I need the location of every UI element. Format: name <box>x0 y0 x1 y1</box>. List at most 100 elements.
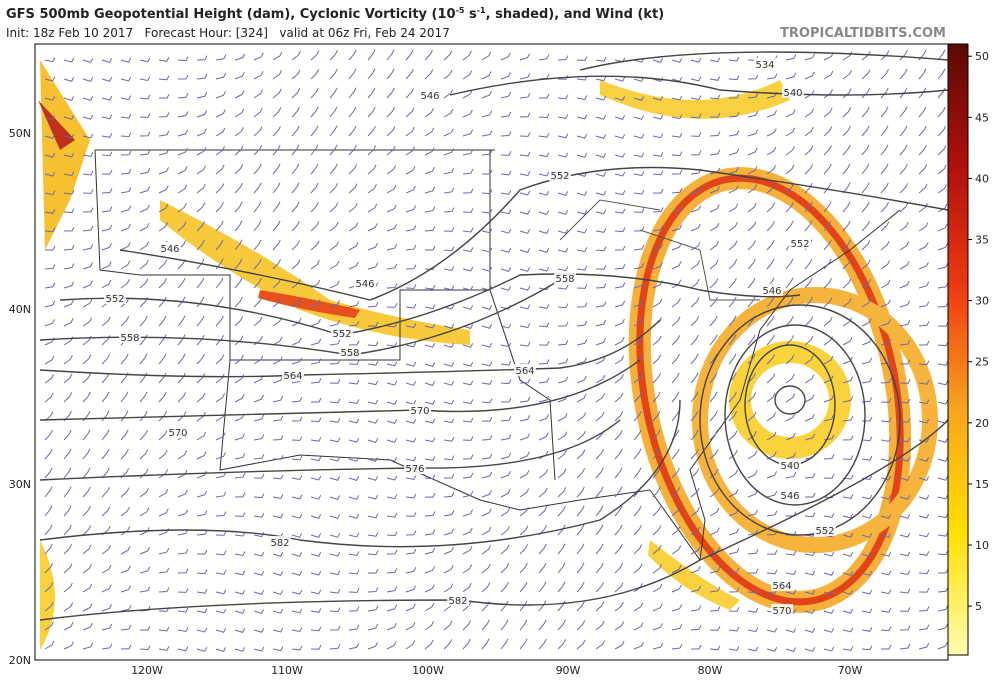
wind-barb <box>557 600 566 612</box>
wind-barb <box>595 486 604 498</box>
wind-barb <box>842 201 851 213</box>
wind-barb <box>804 647 816 652</box>
wind-barb <box>367 476 379 481</box>
wind-barb <box>500 111 512 118</box>
wind-barb <box>386 263 398 270</box>
wind-barb <box>747 296 756 308</box>
wind-barb <box>709 57 721 63</box>
wind-barb <box>690 546 701 555</box>
wind-barb <box>272 144 281 156</box>
wind-barb <box>386 243 398 251</box>
wind-barb <box>918 144 927 156</box>
contour-label-bg <box>419 89 441 101</box>
wind-barb <box>139 278 149 289</box>
wind-barb <box>937 605 948 612</box>
wind-barb <box>462 129 474 137</box>
wind-barb <box>462 399 474 405</box>
wind-barb <box>63 77 75 82</box>
wind-barb <box>367 360 379 366</box>
wind-barb <box>918 418 930 424</box>
wind-barb <box>690 448 699 460</box>
wind-barb <box>823 182 832 194</box>
wind-barb <box>671 372 680 384</box>
wind-barb <box>785 201 794 213</box>
wind-barb <box>63 505 72 517</box>
wind-barb <box>576 320 588 327</box>
contour-label-bg <box>779 489 801 501</box>
subtitle: Init: 18z Feb 10 2017 Forecast Hour: [32… <box>6 26 450 40</box>
wind-barb <box>804 570 816 576</box>
wind-barb <box>690 278 700 289</box>
wind-barb <box>481 71 492 80</box>
wind-barb <box>291 163 300 175</box>
wind-barb <box>63 392 73 403</box>
wind-barb <box>519 304 531 310</box>
wind-barb <box>139 94 151 100</box>
contour-label-bg <box>331 327 353 339</box>
wind-barb <box>386 531 398 537</box>
wind-barb <box>576 449 586 460</box>
wind-barb <box>633 505 642 517</box>
wind-barb <box>823 89 833 99</box>
wind-barb <box>63 582 73 593</box>
wind-barb <box>196 431 207 441</box>
wind-barb <box>538 113 550 119</box>
wind-barb <box>652 544 662 555</box>
wind-barb <box>500 397 512 403</box>
wind-barb <box>557 266 569 272</box>
wind-barb <box>348 164 358 175</box>
wind-barb <box>405 342 417 348</box>
wind-barb <box>519 433 531 441</box>
wind-barb <box>253 512 265 518</box>
contour-label-bg <box>409 404 431 416</box>
wind-barb <box>671 206 683 213</box>
wind-barb <box>367 532 379 537</box>
wind-barb <box>215 511 227 517</box>
wind-barb <box>652 429 661 441</box>
wind-barb <box>880 319 891 327</box>
wind-barb <box>101 564 112 574</box>
wind-barb <box>937 380 948 386</box>
colorbar-tick-label: 50 <box>975 50 989 63</box>
wind-barb <box>139 606 151 612</box>
wind-barb <box>899 495 911 500</box>
wind-barb <box>177 315 186 327</box>
wind-barb <box>614 505 623 517</box>
contour-label-bg <box>789 237 811 249</box>
wind-barb <box>937 399 948 405</box>
wind-barb <box>348 242 359 251</box>
wind-barb <box>291 455 303 461</box>
wind-barb <box>899 202 909 213</box>
wind-barb <box>671 565 682 574</box>
wind-barb <box>196 128 207 137</box>
wind-barb <box>405 146 416 156</box>
wind-barb <box>766 258 775 270</box>
wind-barb <box>405 493 417 499</box>
wind-barb <box>177 277 186 289</box>
wind-barb <box>234 296 243 308</box>
wind-barb <box>899 49 908 61</box>
wind-barb <box>937 361 948 366</box>
wind-barb <box>367 457 379 462</box>
contour-label-bg <box>404 462 426 474</box>
wind-barb <box>329 378 341 384</box>
wind-barb <box>861 125 870 137</box>
wind-barb <box>139 372 148 384</box>
wind-barb <box>481 150 493 156</box>
wind-barb <box>329 125 338 137</box>
wind-barb <box>310 144 319 156</box>
wind-barb <box>785 296 794 308</box>
wind-barb <box>842 259 852 270</box>
contour-label: 582 <box>270 538 289 549</box>
wind-barb <box>918 457 930 462</box>
wind-barb <box>861 377 873 384</box>
wind-barb <box>576 357 588 365</box>
wind-barb <box>842 627 854 633</box>
wind-barb <box>823 316 833 327</box>
wind-barb <box>614 486 623 498</box>
wind-barb <box>253 201 262 213</box>
wind-barb <box>367 587 379 593</box>
wind-barb <box>671 448 680 460</box>
wind-barb <box>101 77 113 82</box>
wind-barb <box>690 132 702 137</box>
